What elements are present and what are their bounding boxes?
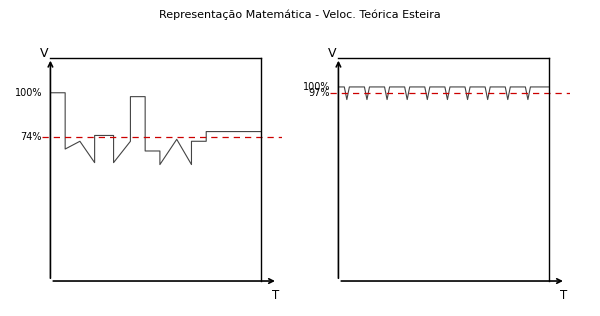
Text: T: T [272, 289, 280, 302]
Text: 100%: 100% [302, 82, 330, 92]
Text: Representação Matemática - Veloc. Teórica Esteira: Representação Matemática - Veloc. Teóric… [159, 9, 441, 20]
Text: 97%: 97% [308, 88, 330, 98]
Text: T: T [560, 289, 568, 302]
Text: V: V [40, 47, 49, 60]
Text: 100%: 100% [14, 88, 42, 98]
Text: V: V [328, 47, 337, 60]
Text: 74%: 74% [20, 132, 42, 143]
